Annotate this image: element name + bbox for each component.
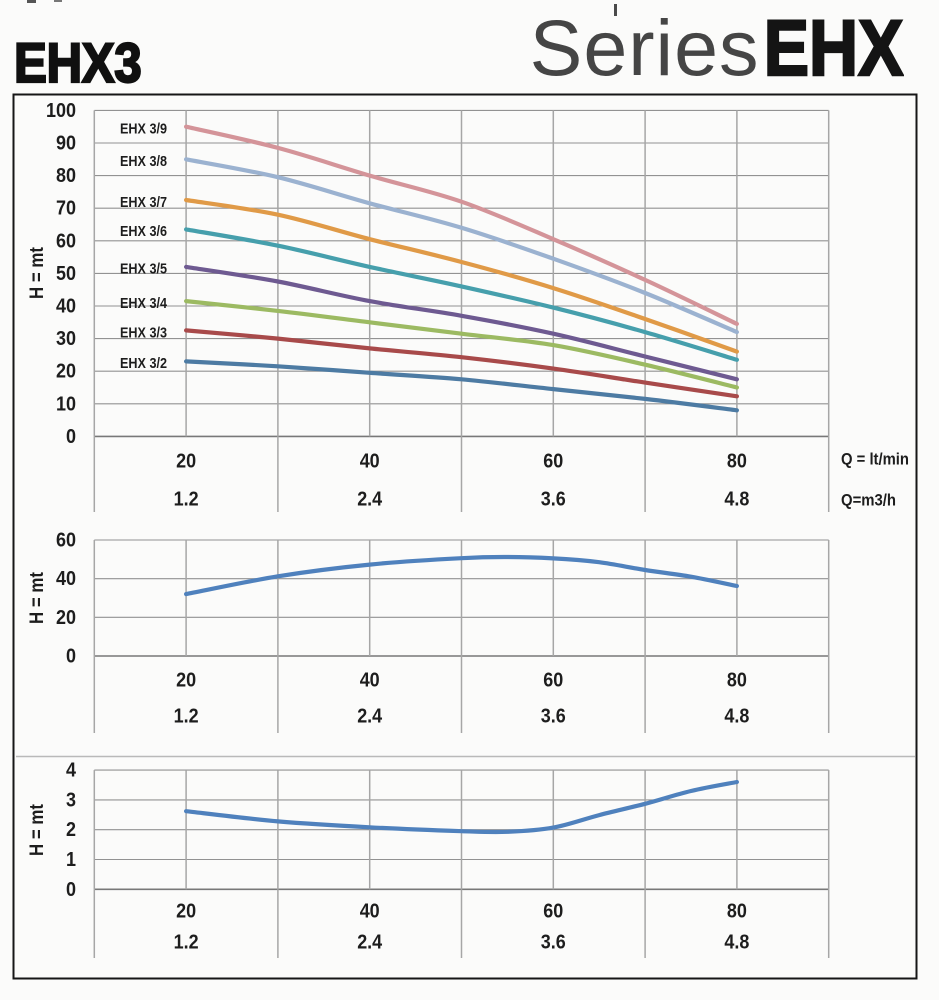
svg-text:4.8: 4.8 [724, 488, 749, 510]
svg-text:0: 0 [66, 646, 76, 668]
svg-text:EHX 3/8: EHX 3/8 [120, 153, 167, 170]
svg-text:40: 40 [360, 670, 380, 692]
svg-text:90: 90 [56, 133, 76, 155]
svg-text:50: 50 [56, 263, 76, 285]
svg-text:80: 80 [727, 670, 747, 692]
svg-text:3.6: 3.6 [541, 932, 566, 954]
svg-text:H = mt: H = mt [26, 572, 48, 624]
svg-text:40: 40 [360, 451, 380, 473]
svg-text:20: 20 [176, 901, 196, 923]
svg-text:20: 20 [176, 670, 196, 692]
svg-text:10: 10 [56, 393, 76, 415]
svg-text:100: 100 [46, 100, 76, 122]
svg-text:2.4: 2.4 [357, 488, 383, 510]
svg-text:H = mt: H = mt [26, 804, 48, 856]
svg-text:3: 3 [66, 789, 76, 811]
svg-text:30: 30 [56, 328, 76, 350]
svg-text:60: 60 [543, 901, 563, 923]
svg-text:2: 2 [66, 819, 76, 841]
svg-text:40: 40 [360, 901, 380, 923]
svg-text:80: 80 [727, 451, 747, 473]
svg-text:20: 20 [56, 361, 76, 383]
svg-text:4.8: 4.8 [724, 932, 749, 954]
svg-text:70: 70 [56, 198, 76, 220]
svg-text:60: 60 [56, 530, 76, 552]
svg-text:EHX 3/9: EHX 3/9 [120, 121, 167, 138]
svg-text:80: 80 [56, 165, 76, 187]
svg-text:Q=m3/h: Q=m3/h [841, 491, 896, 510]
svg-text:EHX 3/3: EHX 3/3 [120, 324, 167, 341]
svg-text:40: 40 [56, 296, 76, 318]
svg-text:60: 60 [543, 670, 563, 692]
svg-text:40: 40 [56, 568, 76, 590]
svg-text:80: 80 [727, 901, 747, 923]
svg-text:EHX 3/6: EHX 3/6 [120, 223, 167, 240]
svg-text:0: 0 [66, 426, 76, 448]
svg-text:60: 60 [543, 451, 563, 473]
svg-text:0: 0 [66, 879, 76, 901]
svg-text:EHX 3/2: EHX 3/2 [120, 355, 167, 372]
svg-text:1.2: 1.2 [174, 932, 199, 954]
svg-text:4.8: 4.8 [724, 706, 749, 728]
svg-text:20: 20 [56, 607, 76, 629]
svg-text:Q = lt/min: Q = lt/min [841, 450, 909, 469]
svg-text:1.2: 1.2 [174, 706, 199, 728]
svg-text:EHX 3/4: EHX 3/4 [120, 295, 168, 312]
svg-text:1.2: 1.2 [174, 488, 199, 510]
svg-text:EHX 3/7: EHX 3/7 [120, 194, 167, 211]
svg-text:20: 20 [176, 451, 196, 473]
svg-text:1: 1 [66, 849, 76, 871]
svg-text:H = mt: H = mt [26, 247, 48, 299]
svg-text:60: 60 [56, 230, 76, 252]
svg-text:3.6: 3.6 [541, 706, 566, 728]
svg-text:4: 4 [66, 760, 77, 782]
svg-text:3.6: 3.6 [541, 488, 566, 510]
svg-text:EHX 3/5: EHX 3/5 [120, 261, 167, 278]
svg-text:2.4: 2.4 [357, 706, 383, 728]
svg-text:2.4: 2.4 [357, 932, 383, 954]
